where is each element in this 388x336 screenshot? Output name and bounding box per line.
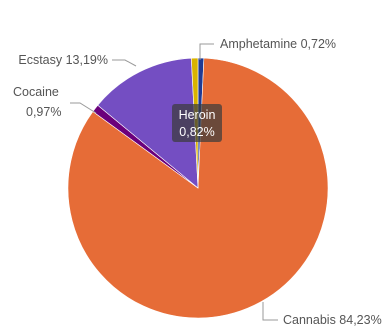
tooltip-box [172,104,222,142]
slice-labels: Amphetamine 0,72% Cannabis 84,23% Cocaine 0… [13,37,382,327]
pie-slices [67,57,329,319]
slice-tooltip: Heroin 0,82% [172,104,222,142]
leader-cannabis [262,302,278,321]
label-cocaine-line2: 0,97% [26,105,61,119]
label-cannabis: Cannabis 84,23% [283,313,382,327]
tooltip-name: Heroin [179,108,216,122]
leader-cocaine [70,102,97,114]
label-cocaine-line1: Cocaine [13,85,59,99]
leader-ecstasy [112,59,137,67]
label-amphetamine: Amphetamine 0,72% [220,37,336,51]
leader-amphetamine [199,43,214,60]
label-leader-lines [70,43,278,321]
slice-ecstasy[interactable] [97,57,199,189]
tooltip-value: 0,82% [179,125,214,139]
label-ecstasy: Ecstasy 13,19% [18,53,108,67]
